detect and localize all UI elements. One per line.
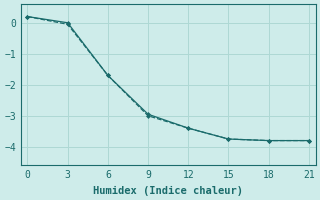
X-axis label: Humidex (Indice chaleur): Humidex (Indice chaleur) (93, 186, 243, 196)
